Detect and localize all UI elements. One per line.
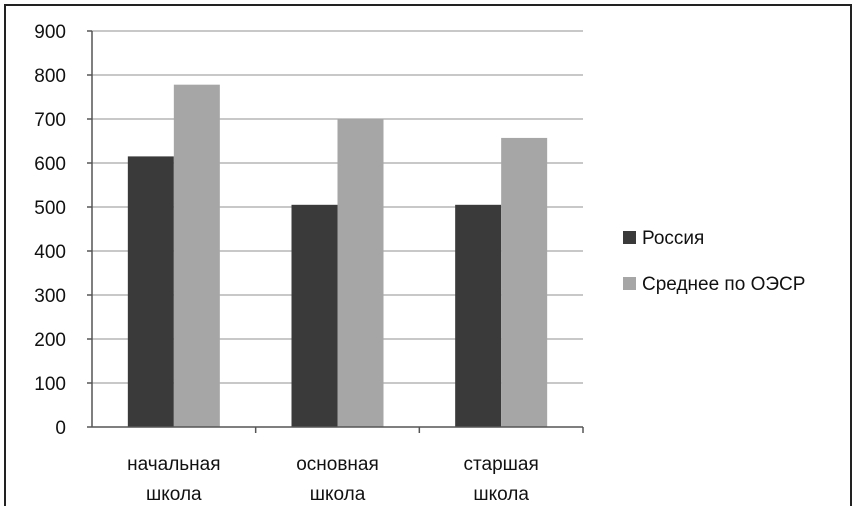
bars (127, 84, 548, 428)
bar-russia-2 (455, 204, 502, 427)
x-category-label: старшая (464, 454, 539, 475)
y-tick-label: 500 (34, 198, 66, 219)
legend-label-russia: Россия (642, 228, 704, 249)
x-category-label: школа (310, 484, 366, 505)
legend-swatch-oecd (623, 277, 636, 290)
x-category-label: школа (146, 484, 202, 505)
bar-russia-0 (127, 156, 174, 427)
y-tick-label: 800 (34, 66, 66, 87)
legend-swatch-russia (623, 231, 636, 244)
y-tick-label: 100 (34, 374, 66, 395)
y-tick-label: 300 (34, 286, 66, 307)
y-tick-labels: 0 100 200 300 400 500 600 700 800 900 (34, 22, 66, 439)
x-category-label: начальная (127, 454, 220, 475)
y-tick-label: 400 (34, 242, 66, 263)
x-category-labels: начальная школа основная школа старшая школа (127, 454, 539, 505)
x-category-label: школа (473, 484, 529, 505)
x-category-label: основная (296, 454, 379, 475)
bar-oecd-1 (337, 119, 384, 427)
y-tick-label: 200 (34, 330, 66, 351)
y-tick-label: 900 (34, 22, 66, 43)
bar-oecd-2 (501, 137, 548, 428)
y-tick-label: 700 (34, 110, 66, 131)
bar-russia-1 (291, 204, 338, 427)
y-tick-label: 600 (34, 154, 66, 175)
axes (87, 30, 584, 433)
legend: Россия Среднее по ОЭСР (623, 228, 805, 295)
y-tick-label: 0 (55, 418, 66, 439)
bar-oecd-0 (173, 84, 220, 428)
legend-label-oecd: Среднее по ОЭСР (642, 274, 805, 295)
